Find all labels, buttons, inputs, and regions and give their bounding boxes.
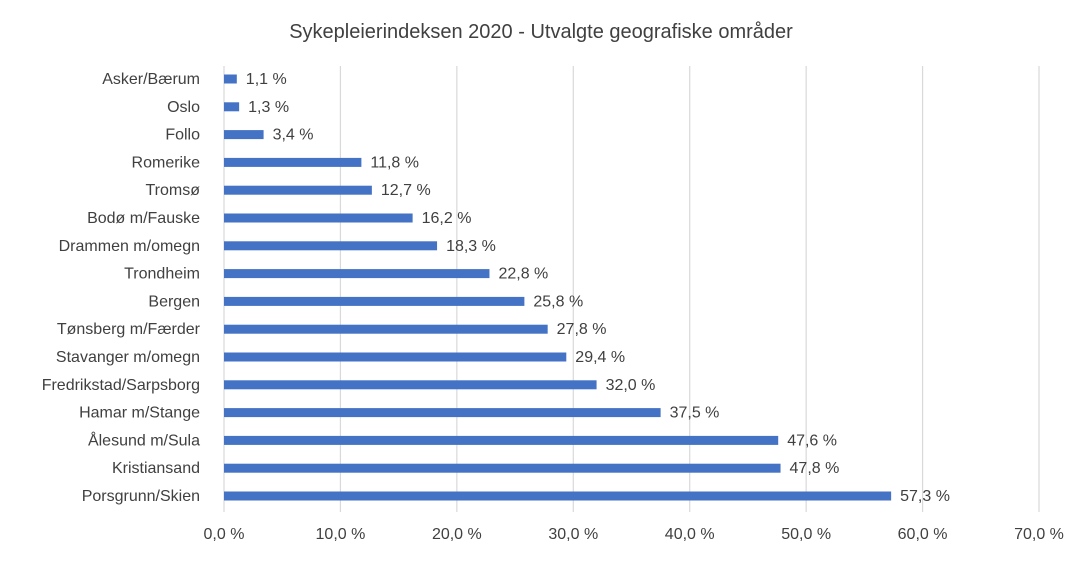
bars (224, 74, 892, 501)
category-label: Drammen m/omegn (59, 238, 200, 255)
category-label: Tromsø (145, 182, 200, 199)
bar (224, 269, 490, 279)
category-label: Ålesund m/Sula (88, 430, 200, 449)
chart-title: Sykepleierindeksen 2020 - Utvalgte geogr… (289, 21, 793, 43)
value-label: 22,8 % (498, 266, 548, 283)
bar (224, 74, 237, 84)
value-label: 32,0 % (606, 377, 656, 394)
value-labels: 1,1 %1,3 %3,4 %11,8 %12,7 %16,2 %18,3 %2… (246, 71, 950, 505)
x-tick-label: 0,0 % (204, 526, 245, 543)
category-label: Porsgrunn/Skien (82, 488, 200, 505)
category-label: Stavanger m/omegn (56, 349, 200, 366)
value-label: 3,4 % (273, 127, 314, 144)
category-label: Hamar m/Stange (79, 405, 200, 422)
category-label: Tønsberg m/Færder (57, 321, 201, 338)
value-label: 57,3 % (900, 488, 950, 505)
bar (224, 185, 372, 195)
category-label: Fredrikstad/Sarpsborg (42, 377, 200, 394)
category-label: Trondheim (124, 266, 200, 283)
grid-lines (223, 66, 1040, 512)
x-tick-label: 30,0 % (548, 526, 598, 543)
value-label: 29,4 % (575, 349, 625, 366)
value-label: 12,7 % (381, 182, 431, 199)
bar (224, 241, 438, 251)
category-label: Kristiansand (112, 460, 200, 477)
category-label: Oslo (167, 99, 200, 116)
value-label: 18,3 % (446, 238, 496, 255)
x-tick-label: 10,0 % (316, 526, 366, 543)
bar (224, 296, 525, 306)
bar (224, 463, 781, 473)
value-label: 25,8 % (533, 293, 583, 310)
category-labels: Asker/Bærum Oslo Follo Romerike Tromsø Bodø m… (42, 71, 201, 505)
x-tick-label: 70,0 % (1014, 526, 1064, 543)
bar (224, 130, 264, 140)
bar (224, 352, 567, 362)
category-label: Bergen (148, 293, 200, 310)
value-label: 16,2 % (422, 210, 472, 227)
x-tick-label: 40,0 % (665, 526, 715, 543)
x-tick-label: 20,0 % (432, 526, 482, 543)
bar (224, 491, 892, 501)
value-label: 37,5 % (670, 405, 720, 422)
category-label: Bodø m/Fauske (87, 210, 200, 227)
x-tick-label: 60,0 % (898, 526, 948, 543)
bar (224, 324, 548, 334)
value-label: 1,1 % (246, 71, 287, 88)
category-label: Romerike (132, 154, 201, 171)
bar (224, 213, 413, 223)
bar (224, 102, 240, 112)
category-label: Asker/Bærum (102, 71, 200, 88)
bar (224, 408, 661, 418)
value-label: 11,8 % (370, 154, 419, 171)
value-label: 27,8 % (557, 321, 607, 338)
value-label: 47,6 % (787, 432, 837, 449)
bar (224, 380, 597, 390)
bar (224, 157, 362, 167)
value-label: 1,3 % (248, 99, 289, 116)
category-label: Follo (165, 127, 200, 144)
value-label: 47,8 % (790, 460, 840, 477)
bar (224, 435, 779, 445)
x-axis-tick-labels: 0,0 % 10,0 % 20,0 % 30,0 % 40,0 % 50,0 % 60,0 … (204, 526, 1064, 543)
x-tick-label: 50,0 % (781, 526, 831, 543)
